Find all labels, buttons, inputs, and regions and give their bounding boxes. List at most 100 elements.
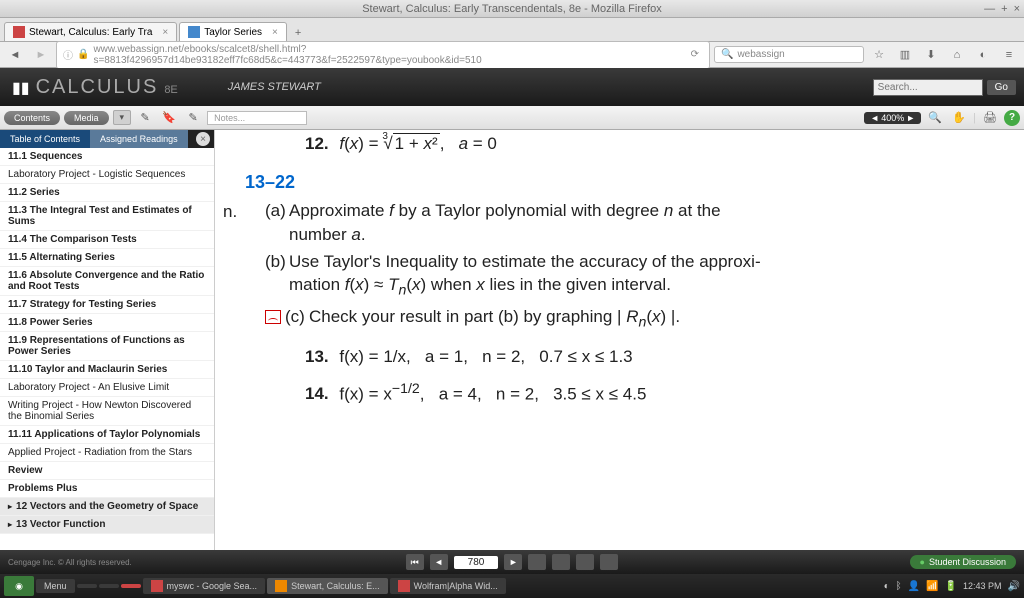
print-icon[interactable]: 🖨 <box>980 109 1000 127</box>
pocket-icon[interactable]: ◐ <box>972 45 994 65</box>
toc-item[interactable]: Problems Plus <box>0 480 214 498</box>
toc-item[interactable]: Review <box>0 462 214 480</box>
toc-item[interactable]: Laboratory Project - An Elusive Limit <box>0 379 214 397</box>
toc-item[interactable]: 11.6 Absolute Convergence and the Ratio … <box>0 267 214 296</box>
forward-button[interactable]: ► <box>30 45 52 65</box>
instruction-c: (c)Check your result in part (b) by grap… <box>265 305 994 333</box>
dropdown-button[interactable]: ▾ <box>113 110 132 125</box>
url-input[interactable]: ⓘ 🔒 www.webassign.net/ebooks/scalcet8/sh… <box>56 41 710 69</box>
taskbar-label: Stewart, Calculus: E... <box>291 581 380 591</box>
sidebar-close-icon[interactable]: × <box>196 132 210 146</box>
tab-close-icon[interactable]: × <box>272 27 278 38</box>
toc-item[interactable]: 11.4 The Comparison Tests <box>0 231 214 249</box>
toc-item[interactable]: 12 Vectors and the Geometry of Space <box>0 498 214 516</box>
taskbar-item[interactable]: myswc - Google Sea... <box>143 578 266 594</box>
toc-item[interactable]: Laboratory Project - Logistic Sequences <box>0 166 214 184</box>
tab-label: Taylor Series <box>204 27 262 38</box>
reload-icon[interactable]: ⟳ <box>691 49 699 60</box>
toc-item[interactable]: 11.8 Power Series <box>0 314 214 332</box>
zoom-value: 400% <box>881 113 904 123</box>
go-button[interactable]: Go <box>987 80 1016 95</box>
sound-icon[interactable]: 🔊 <box>1008 581 1020 592</box>
page-number[interactable]: 780 <box>454 556 499 569</box>
toc-item[interactable]: 11.5 Alternating Series <box>0 249 214 267</box>
toc-item[interactable]: 11.7 Strategy for Testing Series <box>0 296 214 314</box>
menu-icon[interactable]: ≡ <box>998 45 1020 65</box>
download-icon[interactable]: ⬇ <box>920 45 942 65</box>
table-of-contents[interactable]: 11.1 SequencesLaboratory Project - Logis… <box>0 148 214 550</box>
zoom-control[interactable]: ◄ 400% ► <box>864 112 921 124</box>
sidebar: Table of Contents Assigned Readings × 11… <box>0 130 215 550</box>
contents-button[interactable]: Contents <box>4 111 60 125</box>
cutoff-text: n. <box>223 202 237 222</box>
help-button[interactable]: ? <box>1004 110 1020 126</box>
note-icon[interactable]: ✎ <box>183 109 203 127</box>
close-icon[interactable]: × <box>1014 3 1020 15</box>
tab-close-icon[interactable]: × <box>162 27 168 38</box>
back-button[interactable]: ◄ <box>4 45 26 65</box>
problem-number: 13. <box>305 347 329 366</box>
copyright-text: Cengage Inc. © All rights reserved. <box>8 558 132 567</box>
menu-button[interactable]: Menu <box>36 579 75 593</box>
toc-item[interactable]: 11.2 Series <box>0 184 214 202</box>
scroll-page-icon[interactable] <box>576 554 594 570</box>
start-menu-button[interactable]: ◉ <box>4 576 34 596</box>
toc-item[interactable]: 13 Vector Function <box>0 516 214 534</box>
user-icon[interactable]: 👤 <box>908 581 920 592</box>
toc-item[interactable]: 11.11 Applications of Taylor Polynomials <box>0 426 214 444</box>
grid-page-icon[interactable] <box>600 554 618 570</box>
browser-urlbar: ◄ ► ⓘ 🔒 www.webassign.net/ebooks/scalcet… <box>0 42 1024 68</box>
toc-item[interactable]: Writing Project - How Newton Discovered … <box>0 397 214 426</box>
first-page-button[interactable]: ⏮ <box>406 554 424 570</box>
star-icon[interactable]: ☆ <box>868 45 890 65</box>
browser-tab[interactable]: Stewart, Calculus: Early Tra × <box>4 22 177 41</box>
maximize-icon[interactable]: + <box>1001 3 1007 15</box>
toc-item[interactable]: 11.1 Sequences <box>0 148 214 166</box>
book-author: JAMES STEWART <box>228 81 321 93</box>
battery-icon[interactable]: 🔋 <box>945 581 957 592</box>
tab-assigned[interactable]: Assigned Readings <box>90 130 188 148</box>
minimize-icon[interactable]: — <box>984 3 995 15</box>
browser-tabbar: Stewart, Calculus: Early Tra × Taylor Se… <box>0 18 1024 42</box>
browser-search-input[interactable]: 🔍 webassign <box>714 46 864 63</box>
tab-toc[interactable]: Table of Contents <box>0 130 90 148</box>
student-discussion-button[interactable]: Student Discussion <box>910 555 1016 569</box>
toc-item[interactable]: Applied Project - Radiation from the Sta… <box>0 444 214 462</box>
toc-item[interactable]: 11.10 Taylor and Maclaurin Series <box>0 361 214 379</box>
bookmark-icon[interactable]: 🔖 <box>159 109 179 127</box>
taskbar-icon[interactable] <box>77 584 97 588</box>
tab-label: Stewart, Calculus: Early Tra <box>29 27 152 38</box>
book-search-input[interactable] <box>873 79 983 96</box>
media-button[interactable]: Media <box>64 111 109 125</box>
single-page-icon[interactable] <box>528 554 546 570</box>
clock[interactable]: 12:43 PM <box>963 581 1002 591</box>
search-icon[interactable]: 🔍 <box>925 109 945 127</box>
taskbar-icon[interactable] <box>121 584 141 588</box>
next-page-button[interactable]: ► <box>504 554 522 570</box>
wifi-icon[interactable]: 📶 <box>926 581 938 592</box>
book-edition: 8E <box>164 84 177 96</box>
hand-icon[interactable]: ✋ <box>949 109 969 127</box>
book-search: Go <box>873 79 1016 96</box>
toc-item[interactable]: 11.9 Representations of Functions as Pow… <box>0 332 214 361</box>
taskbar-item[interactable]: Wolfram|Alpha Wid... <box>390 578 506 594</box>
toc-item[interactable]: 11.3 The Integral Test and Estimates of … <box>0 202 214 231</box>
taskbar-item[interactable]: Stewart, Calculus: E... <box>267 578 388 594</box>
notes-input[interactable]: Notes... <box>207 111 307 125</box>
new-tab-button[interactable]: + <box>289 25 307 41</box>
sidebar-tabs: Table of Contents Assigned Readings × <box>0 130 214 148</box>
library-icon[interactable]: ▥ <box>894 45 916 65</box>
taskbar-label: myswc - Google Sea... <box>167 581 258 591</box>
prev-page-button[interactable]: ◄ <box>430 554 448 570</box>
ebook-toolbar: Contents Media ▾ ✎ 🔖 ✎ Notes... ◄ 400% ►… <box>0 106 1024 130</box>
highlight-icon[interactable]: ✎ <box>135 109 155 127</box>
bluetooth-icon[interactable]: ᛒ <box>896 581 902 592</box>
tray-icon[interactable]: ◐ <box>884 581 890 592</box>
problem-13: 13. f(x) = 1/x, a = 1, n = 2, 0.7 ≤ x ≤ … <box>305 347 994 367</box>
home-icon[interactable]: ⌂ <box>946 45 968 65</box>
book-title: CALCULUS <box>36 76 159 99</box>
two-page-icon[interactable] <box>552 554 570 570</box>
browser-tab[interactable]: Taylor Series × <box>179 22 287 41</box>
taskbar-icon[interactable] <box>99 584 119 588</box>
book-logo: ▮▮ CALCULUS 8E <box>12 76 178 99</box>
